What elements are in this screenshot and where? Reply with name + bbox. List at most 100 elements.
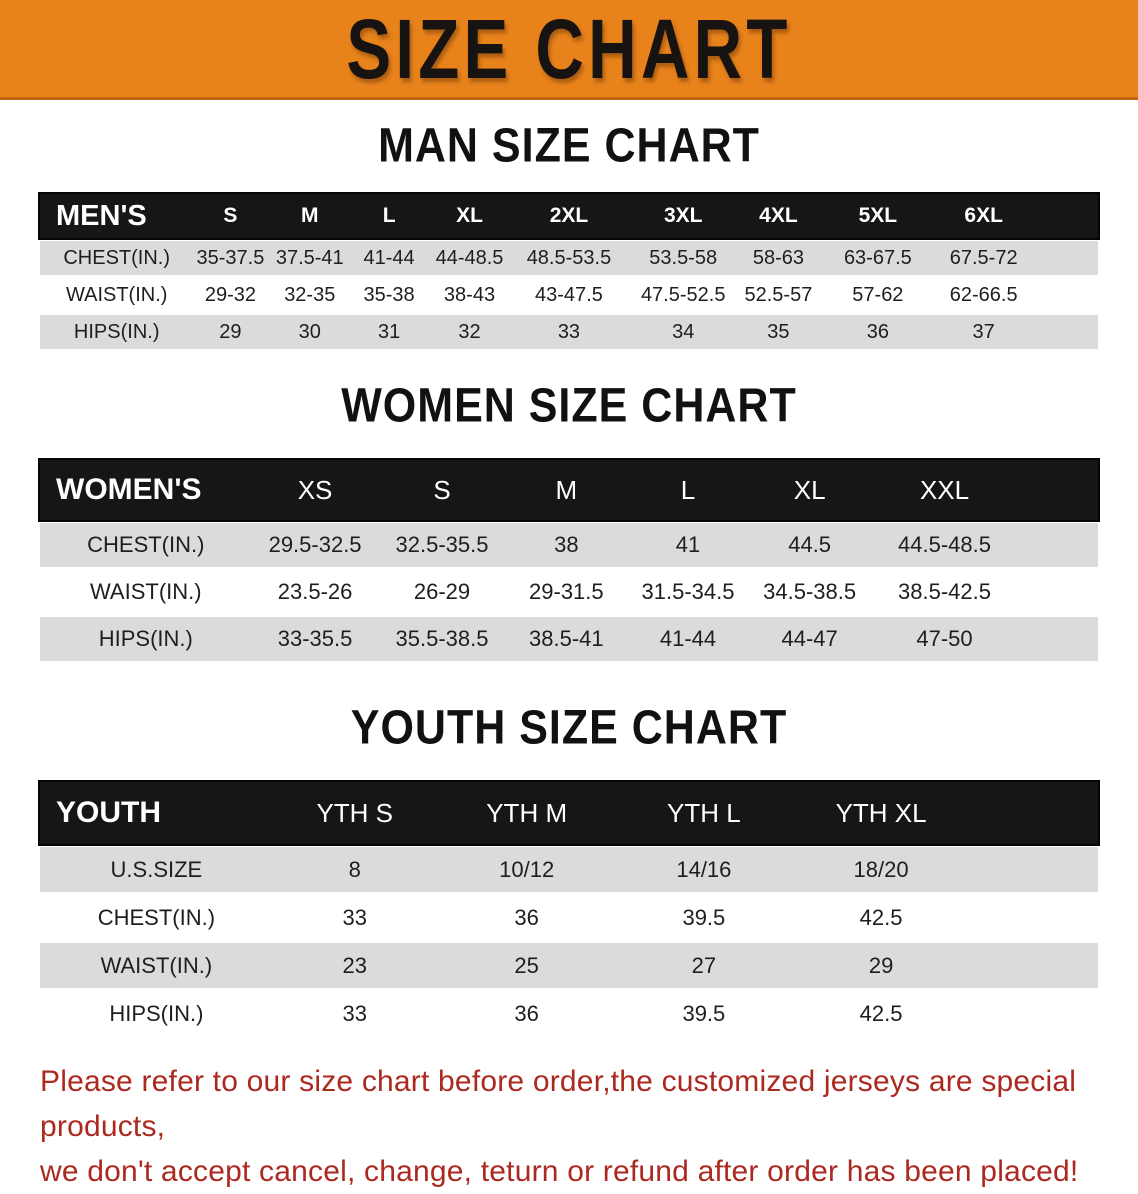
size-value-cell: 47.5-52.5 (640, 283, 726, 306)
size-value-cell: 33 (342, 904, 367, 930)
size-value-cell: 39.5 (682, 1000, 726, 1026)
size-value-cell: 18/20 (853, 856, 909, 882)
size-column-header: YTH M (486, 797, 568, 828)
size-value-cell: 25 (514, 952, 539, 978)
size-value-cell: 32-35 (284, 283, 336, 306)
size-column-header: YTH XL (835, 797, 927, 828)
row-filler (1027, 278, 1098, 312)
mens-size-table: MEN'S S M L XL 2XL 3XL 4XL 5XL 6XL CHEST(IN.) 35-37… (40, 191, 1098, 352)
row-filler (971, 943, 1098, 988)
size-value-cell: 38.5-42.5 (898, 579, 991, 604)
row-label: CHEST(IN.) (87, 532, 205, 557)
size-value-cell: 31.5-34.5 (641, 579, 735, 604)
row-label: U.S.SIZE (110, 856, 203, 882)
table-header-label: WOMEN'S (56, 473, 202, 506)
size-value-cell: 23.5-26 (277, 579, 353, 604)
table-row: HIPS(IN.) 33-35.5 35.5-38.5 38.5-41 41-44 44-… (40, 617, 1098, 661)
table-header-row: WOMEN'S XS S M L XL XXL (40, 460, 1098, 520)
size-value-cell: 37.5-41 (275, 246, 344, 269)
size-value-cell: 42.5 (859, 904, 903, 930)
size-value-cell: 29-32 (204, 283, 256, 306)
table-header-label: YOUTH (56, 796, 161, 829)
table-header-row: YOUTH YTH S YTH M YTH L YTH XL (40, 782, 1098, 844)
row-label: WAIST(IN.) (65, 283, 168, 306)
size-value-cell: 44.5-48.5 (898, 532, 991, 557)
size-value-cell: 38-43 (443, 283, 496, 306)
table-row: WAIST(IN.) 23.5-26 26-29 29-31.5 31.5-34.5 34… (40, 570, 1098, 614)
size-chart-banner: SIZE CHART (0, 0, 1138, 100)
row-label: CHEST(IN.) (97, 904, 216, 930)
size-value-cell: 44-47 (781, 626, 838, 651)
size-column-header: L (382, 204, 396, 227)
row-label: CHEST(IN.) (63, 246, 171, 269)
order-warning-note: Please refer to our size chart before or… (40, 1059, 1108, 1194)
size-column-header: 3XL (663, 204, 703, 227)
size-value-cell: 58-63 (752, 246, 804, 269)
size-column-header: M (301, 204, 319, 227)
size-value-cell: 67.5-72 (949, 246, 1018, 269)
size-value-cell: 33 (342, 1000, 367, 1026)
size-column-header: XL (456, 204, 483, 227)
womens-size-table: WOMEN'S XS S M L XL XXL CHEST(IN.) 29.5-32.5 32.5… (40, 457, 1098, 664)
size-column-header: 5XL (858, 204, 898, 227)
size-value-cell: 44-48.5 (435, 246, 504, 269)
mens-section: MAN SIZE CHART MEN'S S M L XL 2XL 3XL 4XL 5XL 6XL… (0, 119, 1138, 352)
size-value-cell: 36 (514, 904, 539, 930)
row-label: WAIST(IN.) (100, 952, 213, 978)
size-value-cell: 38 (554, 532, 579, 557)
size-column-header: 2XL (549, 204, 589, 227)
size-value-cell: 26-29 (413, 579, 471, 604)
size-column-header: XS (297, 474, 333, 505)
size-value-cell: 41-44 (363, 246, 415, 269)
size-column-header: YTH S (316, 797, 394, 828)
size-value-cell: 29.5-32.5 (268, 532, 362, 557)
row-filler (1019, 570, 1098, 614)
row-label: HIPS(IN.) (109, 1000, 204, 1026)
youth-section: YOUTH SIZE CHART YOUTH YTH S YTH M YTH L YTH… (0, 701, 1138, 1039)
table-row: HIPS(IN.) 29 30 31 32 33 34 35 36 37 (40, 315, 1098, 349)
size-value-cell: 23 (342, 952, 367, 978)
size-value-cell: 35-38 (363, 283, 415, 306)
size-column-header: S (223, 204, 238, 227)
order-warning-line1: Please refer to our size chart before or… (40, 1065, 1077, 1143)
size-value-cell: 43-47.5 (535, 283, 603, 306)
size-value-cell: 62-66.5 (949, 283, 1018, 306)
size-column-header: YTH L (667, 797, 741, 828)
size-value-cell: 35-37.5 (196, 246, 265, 269)
size-value-cell: 33 (557, 320, 581, 343)
size-column-header: 6XL (964, 204, 1003, 227)
size-value-cell: 29 (868, 952, 894, 978)
mens-section-heading: MAN SIZE CHART (378, 119, 760, 173)
table-row: HIPS(IN.) 33 36 39.5 42.5 (40, 991, 1098, 1036)
header-filler (971, 782, 1098, 844)
size-value-cell: 47-50 (916, 626, 973, 651)
size-value-cell: 42.5 (859, 1000, 903, 1026)
size-value-cell: 29 (219, 320, 242, 343)
size-column-header: XXL (919, 474, 970, 505)
table-header-row: MEN'S S M L XL 2XL 3XL 4XL 5XL 6XL (40, 194, 1098, 238)
size-value-cell: 32.5-35.5 (395, 532, 489, 557)
size-value-cell: 10/12 (499, 856, 555, 882)
table-row: WAIST(IN.) 23 25 27 29 (40, 943, 1098, 988)
size-value-cell: 39.5 (682, 904, 726, 930)
size-value-cell: 8 (348, 856, 361, 882)
row-label: WAIST(IN.) (89, 579, 202, 604)
table-row: CHEST(IN.) 33 36 39.5 42.5 (40, 895, 1098, 940)
size-column-header: XL (793, 474, 826, 505)
row-filler (1027, 315, 1098, 349)
size-column-header: S (433, 474, 451, 505)
size-value-cell: 36 (866, 320, 889, 343)
table-row: WAIST(IN.) 29-32 32-35 35-38 38-43 43-47.5 47.… (40, 278, 1098, 312)
womens-section-heading: WOMEN SIZE CHART (341, 379, 797, 433)
size-value-cell: 52.5-57 (744, 283, 813, 306)
row-filler (1027, 241, 1098, 275)
table-row: CHEST(IN.) 35-37.5 37.5-41 41-44 44-48.5 48.5… (40, 241, 1098, 275)
size-value-cell: 31 (377, 320, 401, 343)
size-value-cell: 35.5-38.5 (395, 626, 489, 651)
size-value-cell: 41 (675, 532, 701, 557)
size-value-cell: 33-35.5 (277, 626, 353, 651)
size-value-cell: 32 (458, 320, 481, 343)
page-title: SIZE CHART (346, 0, 792, 97)
size-value-cell: 36 (514, 1000, 539, 1026)
row-filler (1019, 523, 1098, 567)
